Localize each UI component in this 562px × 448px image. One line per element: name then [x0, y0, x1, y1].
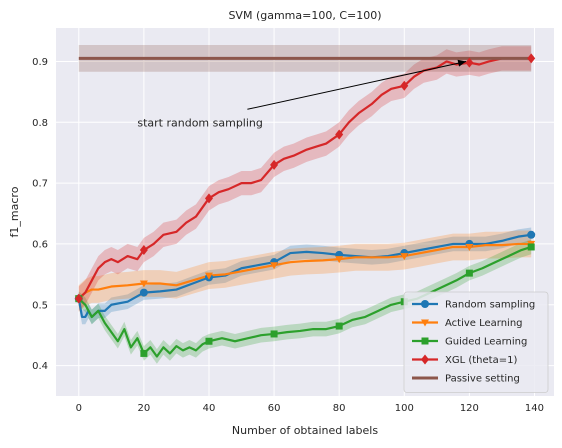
- chart-title: SVM (gamma=100, C=100): [228, 9, 381, 22]
- y-tick-label: 0.5: [32, 300, 48, 311]
- xgl-theta-1-marker: [74, 293, 83, 304]
- legend-marker-random-sampling: [421, 300, 429, 308]
- active-learning-marker: [139, 280, 148, 288]
- x-tick-label: 40: [203, 403, 216, 414]
- y-tick-label: 0.6: [32, 239, 48, 250]
- legend-marker-active-learning: [421, 319, 429, 327]
- legend-label-passive-setting: Passive setting: [445, 374, 520, 385]
- legend-label-guided-learning: Guided Learning: [445, 337, 527, 348]
- xgl-theta-1-marker: [270, 159, 279, 170]
- y-tick-label: 0.4: [32, 361, 48, 372]
- legend-label-random-sampling: Random sampling: [445, 300, 535, 311]
- random-sampling-marker: [139, 288, 148, 297]
- x-tick-label: 20: [138, 403, 151, 414]
- series-markers: [74, 53, 536, 357]
- y-tick-label: 0.9: [32, 57, 48, 68]
- guided-learning-line: [78, 245, 532, 358]
- guided-learning-marker: [205, 337, 213, 345]
- x-tick-label: 140: [525, 403, 544, 414]
- xgl-theta-1-marker: [139, 245, 148, 256]
- random-sampling-line: [77, 233, 532, 319]
- random-sampling-marker: [527, 230, 536, 239]
- xgl-theta-1-marker: [335, 129, 344, 140]
- x-tick-labels: 0 20 40 60 80 100 120 140: [76, 403, 544, 414]
- guided-learning-marker: [527, 243, 535, 251]
- annotation-text: start random sampling: [137, 116, 263, 129]
- guided-learning-marker: [140, 349, 148, 357]
- active-learning-marker: [400, 253, 409, 261]
- y-tick-label: 0.8: [32, 118, 48, 129]
- x-tick-label: 0: [76, 403, 82, 414]
- x-tick-label: 100: [395, 403, 414, 414]
- active-learning-marker: [270, 262, 279, 270]
- xgl-theta-1-marker: [527, 53, 536, 64]
- random-sampling-band: [78, 227, 532, 325]
- active-learning-line: [78, 242, 532, 300]
- active-learning-marker: [465, 243, 474, 251]
- xgl-theta-1-marker: [400, 80, 409, 91]
- x-axis-label: Number of obtained labels: [232, 424, 378, 437]
- annotation-arrowhead: [457, 59, 467, 67]
- legend-label-active-learning: Active Learning: [445, 318, 523, 329]
- guided-learning-marker: [270, 330, 278, 338]
- guided-learning-marker: [465, 269, 473, 277]
- y-tick-label: 0.7: [32, 179, 48, 190]
- annotation: start random sampling: [137, 59, 467, 129]
- x-tick-label: 60: [268, 403, 281, 414]
- guided-learning-marker: [335, 322, 343, 330]
- y-tick-labels: 0.4 0.5 0.6 0.7 0.8 0.9: [32, 57, 48, 372]
- legend-marker-xgl-theta-1: [421, 354, 429, 365]
- x-tick-label: 80: [333, 403, 346, 414]
- xgl-theta-1-line: [78, 57, 532, 300]
- xgl-theta-1-band: [78, 46, 532, 311]
- y-axis-label: f1_macro: [8, 186, 21, 237]
- series-lines: [77, 56, 532, 358]
- legend: Random sampling Active Learning Guided Lea…: [403, 291, 549, 393]
- annotation-arrow: [247, 60, 467, 110]
- active-learning-marker: [204, 272, 213, 280]
- legend-marker-guided-learning: [421, 337, 429, 345]
- active-learning-marker: [335, 256, 344, 264]
- legend-box: [403, 291, 549, 393]
- xgl-theta-1-marker: [465, 57, 474, 68]
- x-tick-label: 120: [460, 403, 479, 414]
- xgl-theta-1-marker: [204, 193, 213, 204]
- legend-label-xgl-theta-1: XGL (theta=1): [445, 355, 517, 366]
